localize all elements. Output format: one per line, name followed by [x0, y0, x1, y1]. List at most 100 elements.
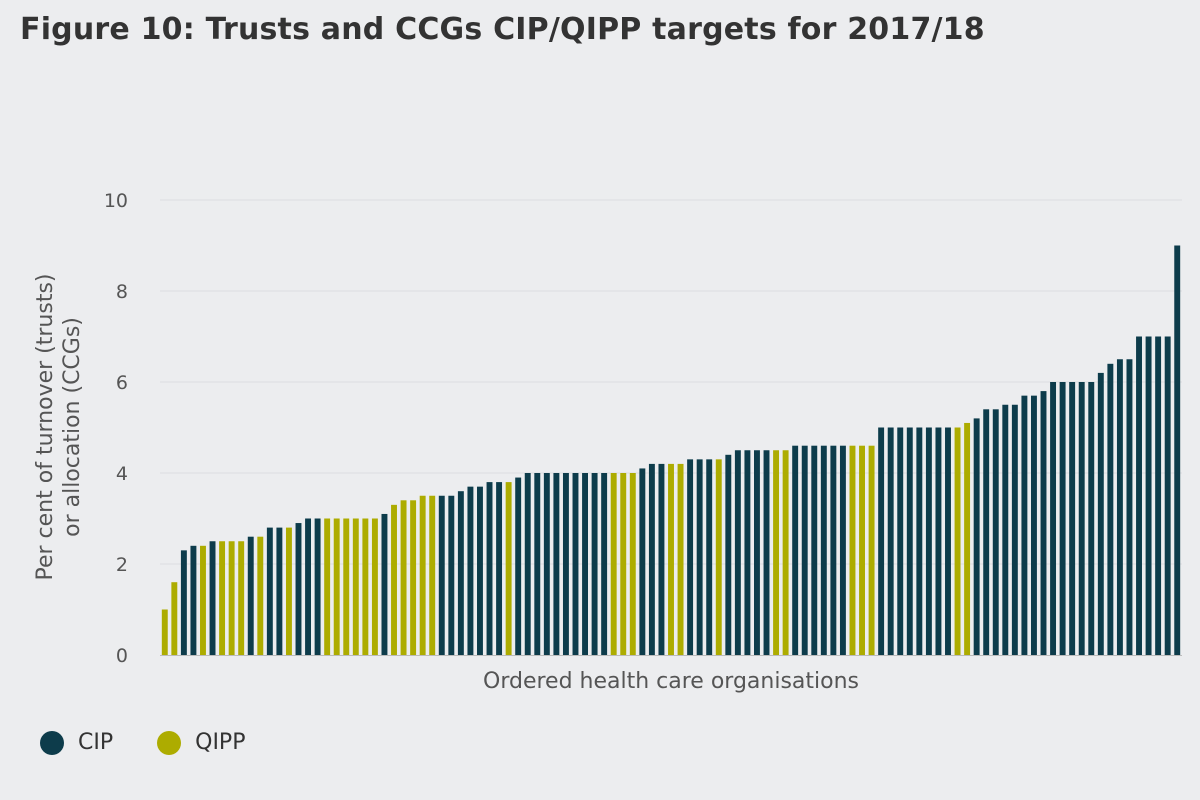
bar-cip[interactable]	[1136, 336, 1142, 656]
bar-cip[interactable]	[381, 513, 388, 655]
bar-cip[interactable]	[276, 527, 283, 655]
bar-cip[interactable]	[973, 418, 980, 655]
bar-qipp[interactable]	[171, 582, 178, 655]
bar-cip[interactable]	[467, 486, 474, 655]
bar-cip[interactable]	[582, 473, 588, 655]
bar-qipp[interactable]	[429, 495, 436, 655]
bar-qipp[interactable]	[773, 450, 780, 655]
bar-qipp[interactable]	[352, 518, 359, 656]
bar-qipp[interactable]	[859, 445, 865, 655]
bar-qipp[interactable]	[333, 518, 340, 656]
bar-qipp[interactable]	[371, 518, 378, 656]
bar-cip[interactable]	[1050, 382, 1057, 655]
bar-cip[interactable]	[1164, 336, 1171, 656]
bar-cip[interactable]	[734, 450, 741, 655]
bar-cip[interactable]	[601, 473, 608, 655]
bar-cip[interactable]	[648, 463, 655, 655]
bar-qipp[interactable]	[677, 463, 684, 655]
bar-cip[interactable]	[935, 427, 942, 656]
bar-qipp[interactable]	[200, 545, 206, 655]
bar-cip[interactable]	[1021, 395, 1028, 655]
bar-qipp[interactable]	[610, 473, 617, 655]
bar-cip[interactable]	[887, 427, 894, 656]
bar-qipp[interactable]	[620, 473, 627, 655]
bar-cip[interactable]	[1155, 336, 1162, 656]
legend-item-cip[interactable]: CIP	[40, 730, 113, 755]
bar-cip[interactable]	[744, 450, 751, 655]
bar-cip[interactable]	[983, 409, 990, 655]
bar-qipp[interactable]	[868, 445, 875, 655]
bar-cip[interactable]	[190, 545, 197, 655]
bar-cip[interactable]	[811, 445, 818, 655]
bar-cip[interactable]	[945, 427, 951, 656]
bar-cip[interactable]	[925, 427, 932, 656]
bar-cip[interactable]	[543, 473, 550, 655]
bar-cip[interactable]	[1011, 404, 1018, 655]
bar-cip[interactable]	[1126, 359, 1133, 655]
bar-cip[interactable]	[477, 486, 483, 655]
bar-cip[interactable]	[305, 518, 312, 656]
bar-cip[interactable]	[706, 459, 713, 655]
bar-cip[interactable]	[1078, 382, 1085, 655]
bar-cip[interactable]	[839, 445, 846, 655]
bar-cip[interactable]	[1174, 245, 1181, 656]
bar-cip[interactable]	[534, 473, 541, 655]
bar-qipp[interactable]	[238, 541, 245, 655]
bar-cip[interactable]	[448, 495, 455, 655]
bar-cip[interactable]	[295, 523, 302, 655]
bar-qipp[interactable]	[849, 445, 856, 655]
bar-cip[interactable]	[591, 473, 598, 655]
bar-cip[interactable]	[801, 445, 808, 655]
bar-qipp[interactable]	[161, 609, 168, 656]
bar-cip[interactable]	[687, 459, 694, 655]
bar-cip[interactable]	[209, 541, 216, 655]
bar-qipp[interactable]	[324, 518, 331, 656]
bar-qipp[interactable]	[505, 482, 512, 655]
bar-cip[interactable]	[1040, 391, 1047, 655]
bar-cip[interactable]	[524, 473, 531, 655]
bar-cip[interactable]	[1088, 382, 1095, 655]
bar-qipp[interactable]	[400, 500, 407, 655]
bar-qipp[interactable]	[419, 495, 426, 655]
bar-cip[interactable]	[820, 445, 827, 655]
bar-cip[interactable]	[562, 473, 569, 655]
bar-cip[interactable]	[792, 445, 799, 655]
bar-cip[interactable]	[725, 454, 732, 655]
bar-cip[interactable]	[639, 468, 646, 655]
bar-qipp[interactable]	[410, 500, 417, 655]
bar-cip[interactable]	[754, 450, 760, 655]
bar-qipp[interactable]	[285, 527, 292, 655]
legend-item-qipp[interactable]: QIPP	[157, 730, 245, 755]
bar-cip[interactable]	[1107, 363, 1114, 655]
bar-qipp[interactable]	[954, 427, 961, 656]
bar-cip[interactable]	[314, 518, 321, 656]
bar-cip[interactable]	[878, 427, 885, 656]
bar-cip[interactable]	[266, 527, 273, 655]
bar-qipp[interactable]	[782, 450, 789, 655]
bar-cip[interactable]	[1097, 372, 1104, 655]
bar-qipp[interactable]	[362, 518, 369, 656]
bar-qipp[interactable]	[629, 473, 636, 655]
bar-cip[interactable]	[906, 427, 913, 656]
bar-cip[interactable]	[553, 473, 560, 655]
bar-cip[interactable]	[916, 427, 923, 656]
bar-qipp[interactable]	[343, 518, 350, 656]
bar-cip[interactable]	[572, 473, 579, 655]
bar-qipp[interactable]	[257, 536, 264, 655]
bar-qipp[interactable]	[964, 422, 971, 655]
bar-cip[interactable]	[897, 427, 904, 656]
bar-cip[interactable]	[486, 482, 493, 655]
bar-cip[interactable]	[247, 536, 254, 655]
bar-cip[interactable]	[1002, 404, 1009, 655]
bar-qipp[interactable]	[219, 541, 226, 655]
bar-cip[interactable]	[1145, 336, 1152, 656]
bar-qipp[interactable]	[391, 504, 397, 655]
bar-cip[interactable]	[658, 463, 665, 655]
bar-cip[interactable]	[1116, 359, 1123, 655]
bar-cip[interactable]	[180, 550, 187, 655]
bar-cip[interactable]	[992, 409, 999, 655]
bar-cip[interactable]	[457, 491, 464, 655]
bar-cip[interactable]	[496, 482, 503, 655]
bar-cip[interactable]	[763, 450, 770, 655]
bar-cip[interactable]	[1069, 382, 1076, 655]
